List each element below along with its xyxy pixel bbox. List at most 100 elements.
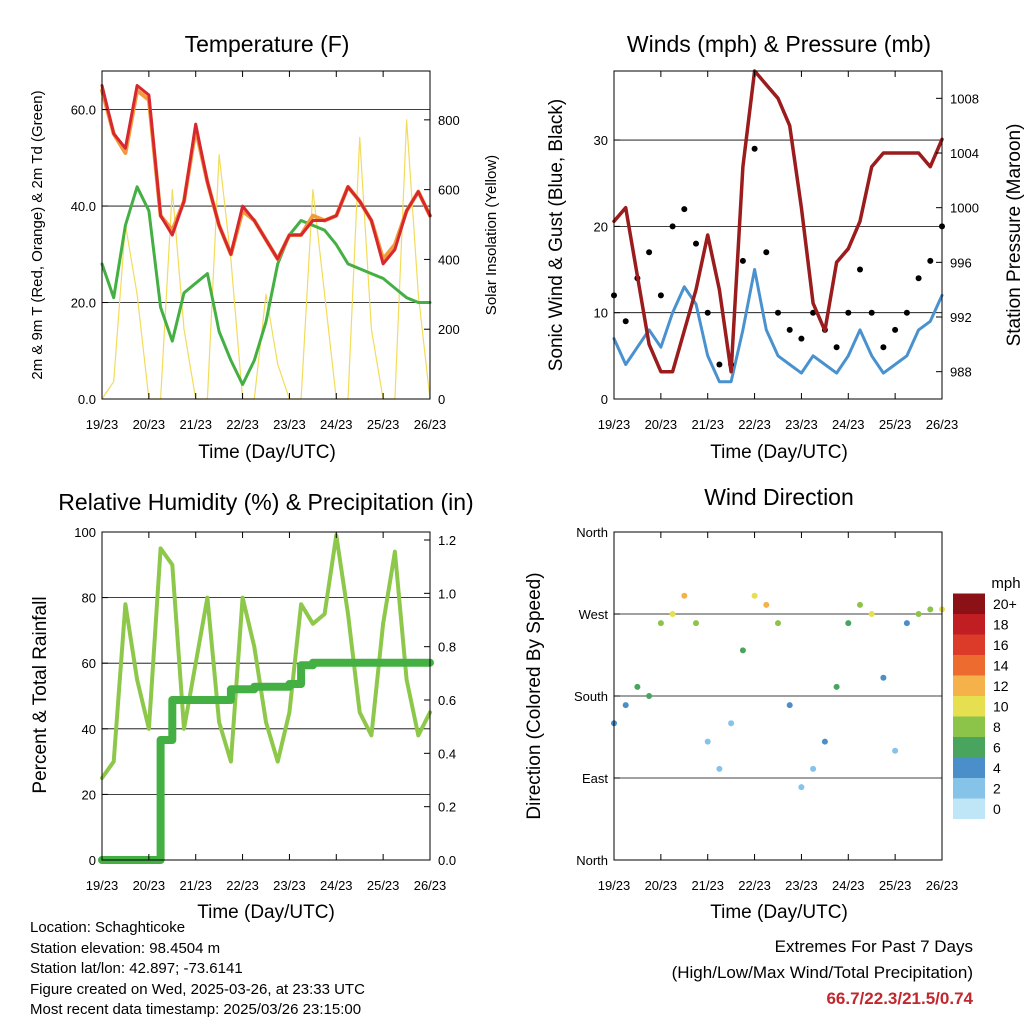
legend-label: 12 (993, 678, 1009, 694)
legend-swatch (953, 798, 985, 819)
figure-created: Figure created on Wed, 2025-03-26, at 23… (30, 980, 365, 998)
direction-point (915, 611, 922, 617)
x-tick-label: 20/23 (645, 417, 678, 432)
gust-point (868, 309, 875, 316)
gust-point (927, 257, 934, 264)
x-tick-label: 23/23 (273, 417, 306, 432)
direction-point (786, 702, 793, 709)
temperature-xlabel: Time (Day/UTC) (198, 442, 336, 463)
gust-point (646, 249, 653, 256)
humidity-xlabel: Time (Day/UTC) (197, 902, 335, 923)
temperature-panel: Temperature (F) Time (Day/UTC) 2m & 9m T… (29, 31, 500, 463)
legend-swatch (953, 614, 985, 635)
x-tick-label: 26/23 (414, 878, 447, 893)
y2-tick-label: 996 (950, 255, 972, 270)
direction-point (716, 765, 723, 772)
humidity-ylabel-left: Percent & Total Rainfall (30, 596, 51, 793)
y2-tick-label: 1.0 (438, 586, 456, 601)
winds-series (611, 69, 945, 384)
legend-swatch (953, 593, 985, 614)
legend-label: 8 (993, 719, 1001, 735)
x-tick-label: 21/23 (691, 417, 724, 432)
humidity-series (98, 533, 434, 864)
gust-point (892, 326, 899, 333)
station-elevation: Station elevation: 98.4504 m (30, 939, 221, 957)
y-tick-label: 80 (82, 591, 96, 606)
y2-tick-label: 600 (438, 183, 460, 198)
direction-point (868, 611, 875, 617)
x-tick-label: 26/23 (926, 878, 959, 893)
y-tick-label: 0 (601, 392, 608, 407)
gust-point (903, 309, 910, 316)
y2-tick-label: 0.2 (438, 800, 456, 815)
y-tick-label: 20.0 (71, 296, 96, 311)
gust-point (622, 318, 629, 325)
direction-point (857, 601, 863, 608)
extremes-box: Extremes For Past 7 Days (High/Low/Max W… (672, 934, 973, 1012)
sonic-wind-line (612, 268, 944, 384)
legend-label: 14 (993, 657, 1009, 673)
direction-point (634, 683, 641, 690)
extremes-subtitle: (High/Low/Max Wind/Total Precipitation) (671, 963, 973, 982)
gust-point (716, 361, 723, 368)
direction-point (775, 620, 781, 627)
direction-point (903, 620, 910, 627)
legend-swatch (953, 675, 985, 696)
winds-gridlines (614, 139, 942, 400)
recent-timestamp: Most recent data timestamp: 2025/03/26 2… (30, 1001, 362, 1018)
y2-tick-label: 0 (438, 392, 445, 407)
direction-point (693, 620, 699, 627)
x-tick-label: 21/23 (179, 878, 212, 893)
winds-xlabel: Time (Day/UTC) (710, 442, 848, 463)
direction-point (681, 592, 688, 599)
gust-point (751, 145, 758, 152)
x-tick-label: 19/23 (598, 417, 631, 432)
winds-ylabel-right: Station Pressure (Maroon) (1004, 124, 1024, 347)
x-tick-label: 20/23 (133, 878, 166, 893)
legend-label: 10 (993, 698, 1009, 714)
direction-point (669, 611, 676, 617)
gust-point (739, 257, 746, 264)
legend-swatch (953, 716, 985, 737)
y2-tick-label: 0.0 (438, 853, 456, 868)
direction-point (646, 693, 653, 699)
legend-swatch (953, 655, 985, 676)
x-tick-label: 20/23 (133, 417, 166, 432)
winds-panel: Winds (mph) & Pressure (mb) Time (Day/UT… (546, 31, 1024, 463)
temperature-series (100, 84, 432, 400)
x-tick-label: 24/23 (832, 878, 865, 893)
legend-label: 6 (993, 739, 1001, 755)
y-tick-label: 40 (82, 722, 96, 737)
x-tick-label: 22/23 (226, 878, 259, 893)
y-tick-label: 20 (82, 787, 96, 802)
gust-point (657, 292, 664, 299)
gust-point (763, 249, 770, 256)
temperature-plot-frame (101, 70, 431, 400)
direction-point (728, 720, 735, 727)
speed-legend: 0 2 4 6 8 10 12 14 16 18 20+ (953, 593, 1017, 819)
y2-tick-label: 800 (438, 113, 460, 128)
gust-point (775, 309, 781, 316)
y-tick-label: 100 (74, 525, 96, 540)
direction-gridlines (614, 531, 942, 861)
temperature-title: Temperature (F) (185, 31, 350, 57)
extremes-values: 66.7/22.3/21.5/0.74 (826, 989, 973, 1008)
temperature-ticks: 0.0 20.0 40.0 60.0 0 200 400 600 800 19/23 20/23 21… (71, 71, 460, 432)
direction-ticks: North East South West North 19/23 20/23 21/23 22… (574, 525, 958, 893)
y2-tick-label: 0.8 (438, 640, 456, 655)
y-tick-label: 30 (594, 133, 608, 148)
x-tick-label: 19/23 (598, 878, 631, 893)
direction-point (657, 620, 664, 627)
direction-panel: Wind Direction Time (Day/UTC) Direction … (524, 484, 1021, 923)
x-tick-label: 22/23 (738, 878, 771, 893)
x-tick-label: 23/23 (785, 417, 818, 432)
legend-swatch (953, 778, 985, 799)
y-tick-label: 40.0 (71, 199, 96, 214)
humidity-panel: Relative Humidity (%) & Precipitation (i… (30, 489, 474, 923)
direction-point (833, 683, 840, 690)
legend-label: 16 (993, 637, 1009, 653)
direction-point (810, 765, 817, 772)
gust-point (704, 309, 711, 316)
total-precipitation-line (98, 658, 434, 864)
legend-label: 2 (993, 780, 1001, 796)
